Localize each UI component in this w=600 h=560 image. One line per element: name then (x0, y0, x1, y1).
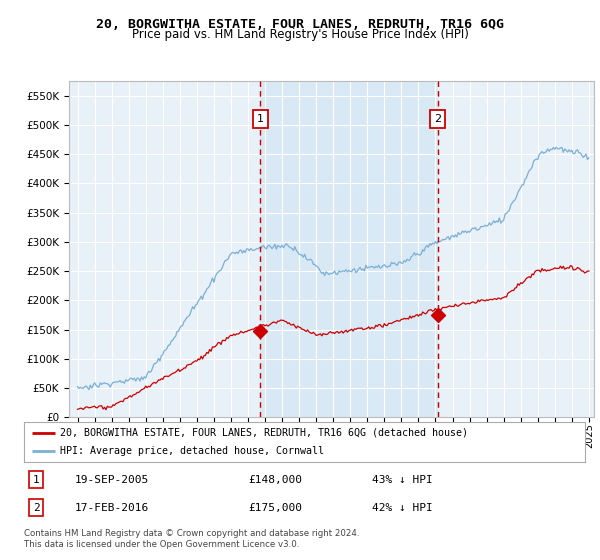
Text: 20, BORGWITHA ESTATE, FOUR LANES, REDRUTH, TR16 6QG (detached house): 20, BORGWITHA ESTATE, FOUR LANES, REDRUT… (61, 428, 469, 437)
Text: 20, BORGWITHA ESTATE, FOUR LANES, REDRUTH, TR16 6QG: 20, BORGWITHA ESTATE, FOUR LANES, REDRUT… (96, 18, 504, 31)
Text: 1: 1 (33, 475, 40, 485)
Text: £175,000: £175,000 (248, 503, 302, 513)
Text: Price paid vs. HM Land Registry's House Price Index (HPI): Price paid vs. HM Land Registry's House … (131, 28, 469, 41)
Text: 1: 1 (257, 114, 264, 124)
Bar (260, 81, 437, 417)
Text: 19-SEP-2005: 19-SEP-2005 (74, 475, 149, 485)
Text: Contains HM Land Registry data © Crown copyright and database right 2024.
This d: Contains HM Land Registry data © Crown c… (24, 529, 359, 549)
Text: 43% ↓ HPI: 43% ↓ HPI (372, 475, 433, 485)
Text: £148,000: £148,000 (248, 475, 302, 485)
Text: 42% ↓ HPI: 42% ↓ HPI (372, 503, 433, 513)
Text: 2: 2 (33, 503, 40, 513)
Text: 2: 2 (434, 114, 441, 124)
Text: HPI: Average price, detached house, Cornwall: HPI: Average price, detached house, Corn… (61, 446, 325, 456)
Text: 17-FEB-2016: 17-FEB-2016 (74, 503, 149, 513)
